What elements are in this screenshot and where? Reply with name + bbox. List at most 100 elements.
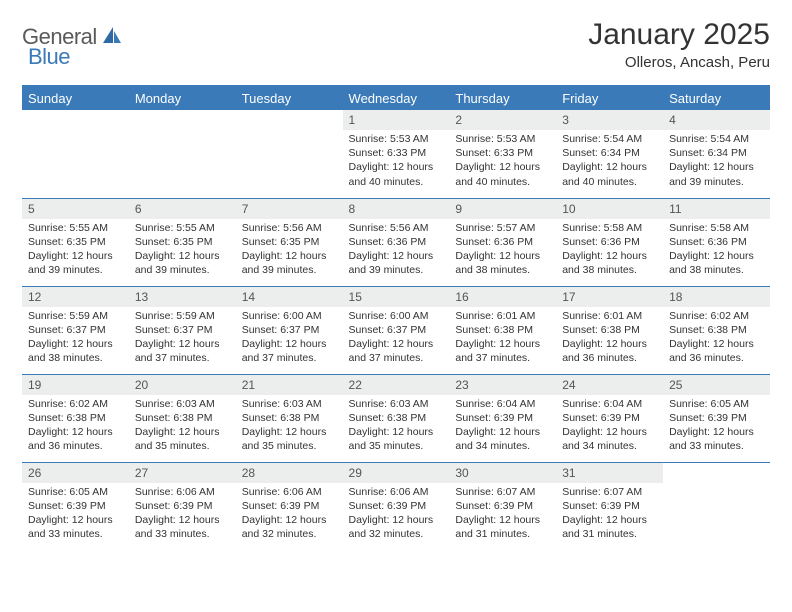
sunrise-text: Sunrise: 6:05 AM	[28, 485, 123, 499]
daylight-text: Daylight: 12 hours and 39 minutes.	[242, 249, 337, 277]
sunrise-text: Sunrise: 5:53 AM	[455, 132, 550, 146]
day-number: 3	[556, 110, 663, 130]
sunset-text: Sunset: 6:38 PM	[135, 411, 230, 425]
location-text: Olleros, Ancash, Peru	[588, 54, 770, 71]
day-number: 5	[22, 199, 129, 219]
day-number: 4	[663, 110, 770, 130]
sunrise-text: Sunrise: 5:55 AM	[135, 221, 230, 235]
sunset-text: Sunset: 6:39 PM	[455, 499, 550, 513]
day-number: 15	[343, 287, 450, 307]
day-number: 17	[556, 287, 663, 307]
day-number: 20	[129, 375, 236, 395]
daylight-text: Daylight: 12 hours and 39 minutes.	[135, 249, 230, 277]
calendar-cell: 11Sunrise: 5:58 AMSunset: 6:36 PMDayligh…	[663, 198, 770, 286]
sunrise-text: Sunrise: 5:54 AM	[669, 132, 764, 146]
sail-icon	[101, 25, 123, 50]
calendar-cell: 15Sunrise: 6:00 AMSunset: 6:37 PMDayligh…	[343, 286, 450, 374]
calendar-body: 1Sunrise: 5:53 AMSunset: 6:33 PMDaylight…	[22, 110, 770, 550]
daylight-text: Daylight: 12 hours and 36 minutes.	[562, 337, 657, 365]
day-number: 7	[236, 199, 343, 219]
sunset-text: Sunset: 6:38 PM	[28, 411, 123, 425]
title-block: January 2025 Olleros, Ancash, Peru	[588, 18, 770, 71]
calendar-cell: 23Sunrise: 6:04 AMSunset: 6:39 PMDayligh…	[449, 374, 556, 462]
daylight-text: Daylight: 12 hours and 38 minutes.	[28, 337, 123, 365]
calendar-cell	[22, 110, 129, 198]
day-number: 9	[449, 199, 556, 219]
day-number: 31	[556, 463, 663, 483]
sunset-text: Sunset: 6:38 PM	[669, 323, 764, 337]
day-details: Sunrise: 5:59 AMSunset: 6:37 PMDaylight:…	[129, 307, 236, 370]
sunset-text: Sunset: 6:37 PM	[28, 323, 123, 337]
sunrise-text: Sunrise: 6:06 AM	[349, 485, 444, 499]
sunset-text: Sunset: 6:38 PM	[242, 411, 337, 425]
day-details: Sunrise: 5:55 AMSunset: 6:35 PMDaylight:…	[22, 219, 129, 282]
sunrise-text: Sunrise: 6:06 AM	[242, 485, 337, 499]
daylight-text: Daylight: 12 hours and 33 minutes.	[28, 513, 123, 541]
day-number: 18	[663, 287, 770, 307]
calendar-cell	[129, 110, 236, 198]
sunset-text: Sunset: 6:34 PM	[562, 146, 657, 160]
daylight-text: Daylight: 12 hours and 37 minutes.	[242, 337, 337, 365]
weekday-header: Tuesday	[236, 86, 343, 110]
sunset-text: Sunset: 6:36 PM	[562, 235, 657, 249]
calendar-cell: 18Sunrise: 6:02 AMSunset: 6:38 PMDayligh…	[663, 286, 770, 374]
day-number: 1	[343, 110, 450, 130]
day-number: 24	[556, 375, 663, 395]
sunrise-text: Sunrise: 5:55 AM	[28, 221, 123, 235]
calendar-week-row: 26Sunrise: 6:05 AMSunset: 6:39 PMDayligh…	[22, 462, 770, 550]
daylight-text: Daylight: 12 hours and 31 minutes.	[455, 513, 550, 541]
day-details: Sunrise: 6:03 AMSunset: 6:38 PMDaylight:…	[129, 395, 236, 458]
sunrise-text: Sunrise: 6:00 AM	[242, 309, 337, 323]
sunset-text: Sunset: 6:33 PM	[455, 146, 550, 160]
sunrise-text: Sunrise: 5:54 AM	[562, 132, 657, 146]
sunset-text: Sunset: 6:36 PM	[669, 235, 764, 249]
calendar-cell: 3 Sunrise: 5:54 AMSunset: 6:34 PMDaylight…	[556, 110, 663, 198]
daylight-text: Daylight: 12 hours and 35 minutes.	[349, 425, 444, 453]
calendar-cell	[663, 462, 770, 550]
calendar-cell: 6Sunrise: 5:55 AMSunset: 6:35 PMDaylight…	[129, 198, 236, 286]
calendar-cell: 13Sunrise: 5:59 AMSunset: 6:37 PMDayligh…	[129, 286, 236, 374]
daylight-text: Daylight: 12 hours and 33 minutes.	[669, 425, 764, 453]
month-title: January 2025	[588, 18, 770, 52]
sunrise-text: Sunrise: 5:56 AM	[349, 221, 444, 235]
day-details: Sunrise: 6:00 AMSunset: 6:37 PMDaylight:…	[343, 307, 450, 370]
calendar-cell: 14Sunrise: 6:00 AMSunset: 6:37 PMDayligh…	[236, 286, 343, 374]
sunset-text: Sunset: 6:38 PM	[455, 323, 550, 337]
sunset-text: Sunset: 6:34 PM	[669, 146, 764, 160]
calendar-cell: 21Sunrise: 6:03 AMSunset: 6:38 PMDayligh…	[236, 374, 343, 462]
daylight-text: Daylight: 12 hours and 37 minutes.	[455, 337, 550, 365]
day-number: 29	[343, 463, 450, 483]
sunset-text: Sunset: 6:36 PM	[455, 235, 550, 249]
calendar-cell: 9Sunrise: 5:57 AMSunset: 6:36 PMDaylight…	[449, 198, 556, 286]
daylight-text: Daylight: 12 hours and 39 minutes.	[349, 249, 444, 277]
sunset-text: Sunset: 6:37 PM	[242, 323, 337, 337]
daylight-text: Daylight: 12 hours and 39 minutes.	[28, 249, 123, 277]
weekday-header: Monday	[129, 86, 236, 110]
sunrise-text: Sunrise: 6:07 AM	[562, 485, 657, 499]
sunset-text: Sunset: 6:37 PM	[349, 323, 444, 337]
weekday-header: Wednesday	[343, 86, 450, 110]
day-details: Sunrise: 5:58 AMSunset: 6:36 PMDaylight:…	[663, 219, 770, 282]
weekday-header: Saturday	[663, 86, 770, 110]
day-details: Sunrise: 6:06 AMSunset: 6:39 PMDaylight:…	[236, 483, 343, 546]
weekday-header: Thursday	[449, 86, 556, 110]
day-details: Sunrise: 6:04 AMSunset: 6:39 PMDaylight:…	[556, 395, 663, 458]
calendar-week-row: 19Sunrise: 6:02 AMSunset: 6:38 PMDayligh…	[22, 374, 770, 462]
day-details: Sunrise: 6:05 AMSunset: 6:39 PMDaylight:…	[22, 483, 129, 546]
sunset-text: Sunset: 6:35 PM	[28, 235, 123, 249]
sunrise-text: Sunrise: 5:59 AM	[28, 309, 123, 323]
day-details: Sunrise: 6:02 AMSunset: 6:38 PMDaylight:…	[22, 395, 129, 458]
calendar-cell: 27Sunrise: 6:06 AMSunset: 6:39 PMDayligh…	[129, 462, 236, 550]
day-number: 26	[22, 463, 129, 483]
sunrise-text: Sunrise: 6:07 AM	[455, 485, 550, 499]
day-number: 27	[129, 463, 236, 483]
daylight-text: Daylight: 12 hours and 35 minutes.	[135, 425, 230, 453]
calendar-cell: 2Sunrise: 5:53 AMSunset: 6:33 PMDaylight…	[449, 110, 556, 198]
day-details: Sunrise: 6:06 AMSunset: 6:39 PMDaylight:…	[343, 483, 450, 546]
daylight-text: Daylight: 12 hours and 31 minutes.	[562, 513, 657, 541]
day-number: 22	[343, 375, 450, 395]
daylight-text: Daylight: 12 hours and 40 minutes.	[562, 160, 657, 188]
daylight-text: Daylight: 12 hours and 33 minutes.	[135, 513, 230, 541]
daylight-text: Daylight: 12 hours and 40 minutes.	[455, 160, 550, 188]
sunset-text: Sunset: 6:38 PM	[349, 411, 444, 425]
